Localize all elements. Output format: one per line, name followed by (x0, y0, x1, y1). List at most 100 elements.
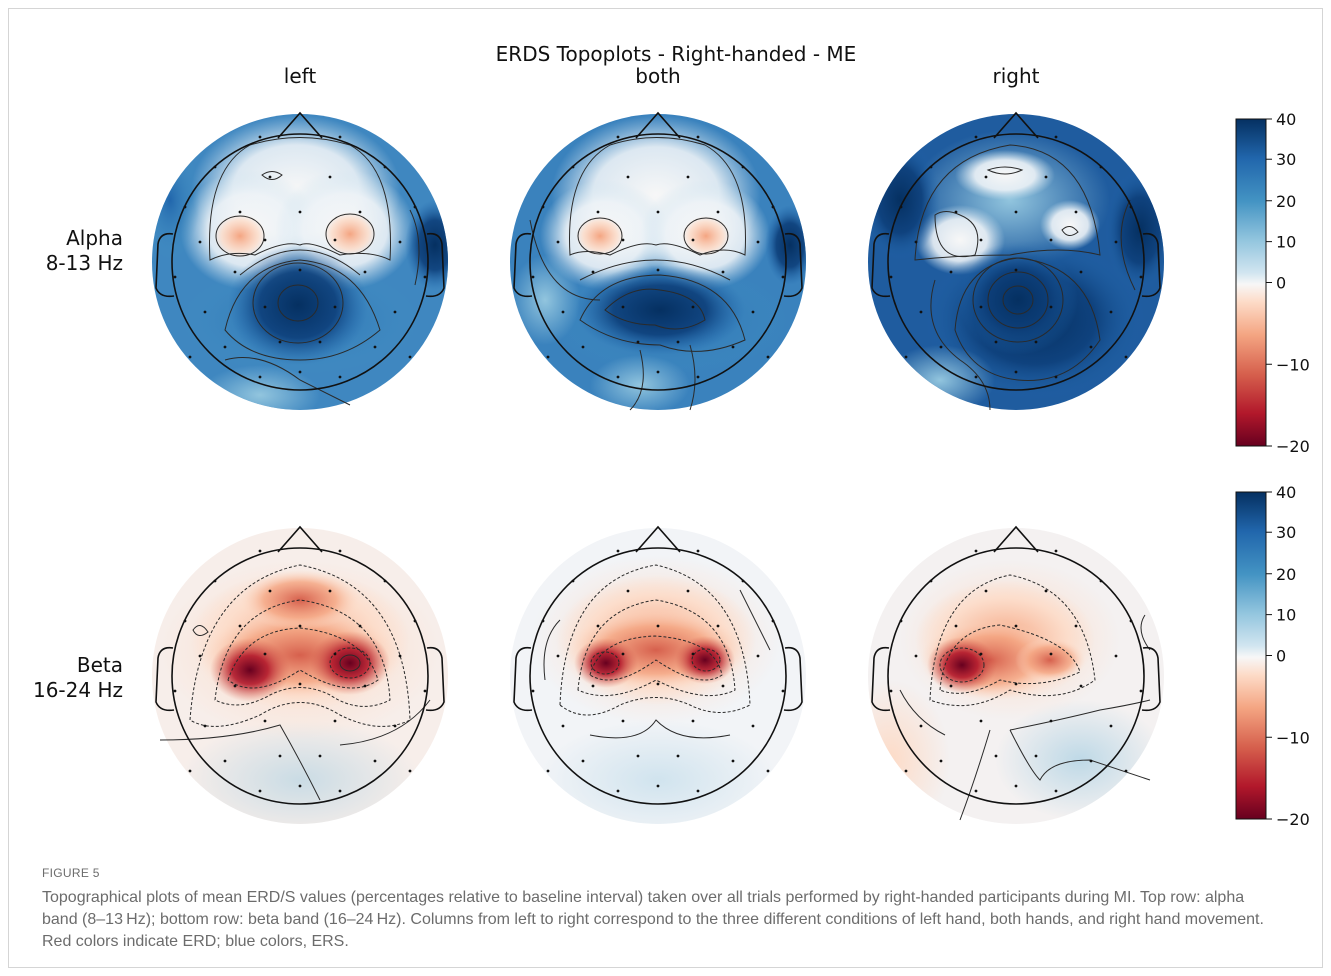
sensor-dot (333, 305, 337, 309)
topoplot-beta-right (868, 528, 1164, 824)
sensor-dot (338, 135, 342, 139)
sensor-dot (731, 345, 735, 349)
colorbar-alpha-tick-label: −20 (1276, 437, 1310, 456)
sensor-dot (413, 205, 417, 209)
sensor-dot (233, 270, 237, 274)
sensor-dot (1139, 275, 1143, 279)
sensor-dot (1034, 754, 1038, 758)
sensor-dot (198, 654, 202, 658)
sensor-dot (721, 684, 725, 688)
row-label-alpha: Alpha (66, 226, 123, 250)
nose-marker (993, 111, 1039, 139)
sensor-dot (263, 238, 267, 242)
sensor-dot (771, 205, 775, 209)
sensor-dot (721, 270, 725, 274)
sensor-dot (1089, 345, 1093, 349)
sensor-dot (691, 652, 695, 656)
sensor-dot (278, 754, 282, 758)
sensor-dot (766, 769, 770, 773)
sensor-dot (696, 549, 700, 553)
sensor-dot (626, 589, 630, 593)
sensor-dot (626, 175, 630, 179)
sensor-dot (889, 689, 893, 693)
sensor-dot (333, 652, 337, 656)
sensor-dot (268, 175, 272, 179)
sensor-dot (318, 754, 322, 758)
sensor-dot (358, 210, 362, 214)
sensor-dot (741, 165, 745, 169)
colorbar-alpha-tick-label: 20 (1276, 192, 1296, 211)
sensor-dot (741, 579, 745, 583)
column-header-both: both (635, 64, 680, 88)
sensor-dot (413, 619, 417, 623)
sensor-dot (656, 268, 660, 272)
sensor-dot (1114, 654, 1118, 658)
sensor-dot (188, 355, 192, 359)
sensor-dot (636, 340, 640, 344)
sensor-dot (571, 579, 575, 583)
left-ear (513, 646, 533, 712)
sensor-dot (1014, 624, 1018, 628)
sensor-dot (676, 754, 680, 758)
sensor-dot (546, 355, 550, 359)
sensor-dot (914, 240, 918, 244)
sensor-dot (994, 754, 998, 758)
sensor-dot (591, 684, 595, 688)
figure-title: ERDS Topoplots - Right-handed - ME (496, 42, 857, 66)
sensor-dot (984, 589, 988, 593)
topoplot-beta-both (510, 528, 806, 824)
sensor-dot (781, 689, 785, 693)
colorbar-beta-tick-label: −10 (1276, 728, 1310, 747)
sensor-dot (541, 205, 545, 209)
sensor-dot (541, 619, 545, 623)
sensor-dot (696, 135, 700, 139)
sensor-dot (1044, 589, 1048, 593)
sensor-dot (561, 724, 565, 728)
left-ear (155, 232, 175, 298)
colorbar-alpha-tick-label: 10 (1276, 233, 1296, 252)
sensor-dot (596, 624, 600, 628)
colorbar-alpha: 40 30 20 10 0 −10 −20 (1235, 110, 1310, 456)
topoplot-beta-left (152, 528, 448, 824)
sensor-dot (904, 769, 908, 773)
sensor-dot (1014, 210, 1018, 214)
sensor-dot (333, 238, 337, 242)
sensor-dot (939, 345, 943, 349)
sensor-dot (751, 310, 755, 314)
sensor-dot (263, 305, 267, 309)
topoplot-alpha-left (152, 114, 448, 410)
sensor-dot (408, 355, 412, 359)
right-ear (425, 232, 445, 298)
sensor-dot (333, 719, 337, 723)
sensor-dot (298, 268, 302, 272)
sensor-dot (328, 175, 332, 179)
sensor-dot (1054, 375, 1058, 379)
colorbar-beta-tick-label: 30 (1276, 523, 1296, 542)
sensor-dot (974, 549, 978, 553)
colorbar-alpha-tick-label: 0 (1276, 274, 1286, 293)
sensor-dot (173, 275, 177, 279)
left-ear (871, 232, 891, 298)
sensor-dot (1014, 370, 1018, 374)
sensor-dot (298, 682, 302, 686)
sensor-dot (1124, 355, 1128, 359)
sensor-dot (974, 135, 978, 139)
sensor-dot (581, 759, 585, 763)
figure-label: FIGURE 5 (42, 866, 100, 880)
sensor-dot (731, 759, 735, 763)
sensor-dot (636, 754, 640, 758)
sensor-dot (1049, 305, 1053, 309)
sensor-dot (1139, 689, 1143, 693)
sensor-dot (691, 719, 695, 723)
sensor-dot (258, 549, 262, 553)
sensor-dot (756, 240, 760, 244)
head-outline (171, 133, 429, 391)
head-outlines (155, 111, 1161, 805)
sensor-dot (373, 345, 377, 349)
head-outline (887, 133, 1145, 391)
sensor-dot (1109, 724, 1113, 728)
sensor-dot (393, 724, 397, 728)
right-ear (783, 646, 803, 712)
sensor-dot (596, 210, 600, 214)
nose-marker (635, 111, 681, 139)
